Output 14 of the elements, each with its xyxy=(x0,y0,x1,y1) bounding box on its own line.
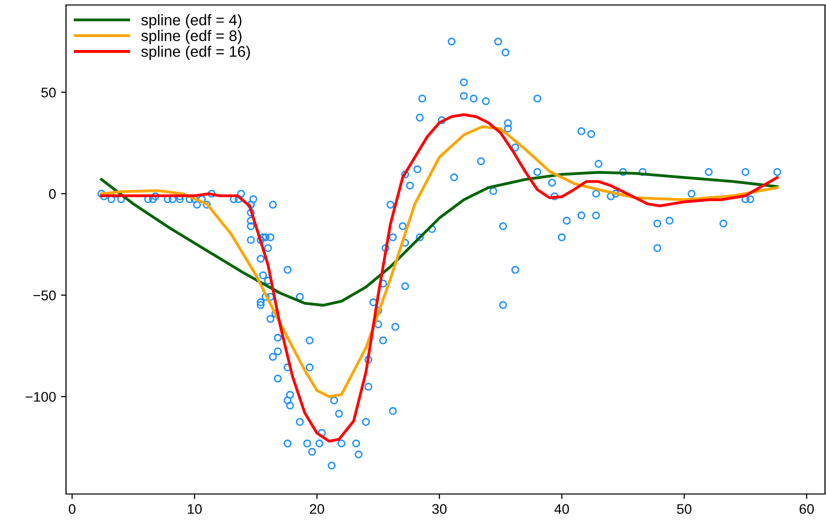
x-tick-label: 30 xyxy=(432,504,447,514)
legend-label: spline (edf = 16) xyxy=(141,46,250,60)
x-tick-label: 50 xyxy=(677,504,692,514)
y-tick-label: −50 xyxy=(33,290,56,300)
x-tick-label: 40 xyxy=(554,504,569,514)
legend-label: spline (edf = 8) xyxy=(141,30,242,44)
x-tick-label: 0 xyxy=(68,504,76,514)
y-tick-label: −100 xyxy=(26,392,56,402)
y-tick-label: 50 xyxy=(41,88,56,98)
x-tick-label: 20 xyxy=(310,504,324,514)
y-tick-label: 0 xyxy=(49,189,56,199)
x-tick-label: 60 xyxy=(800,504,814,514)
legend-label: spline (edf = 4) xyxy=(141,14,242,28)
x-tick-label: 10 xyxy=(188,504,202,514)
